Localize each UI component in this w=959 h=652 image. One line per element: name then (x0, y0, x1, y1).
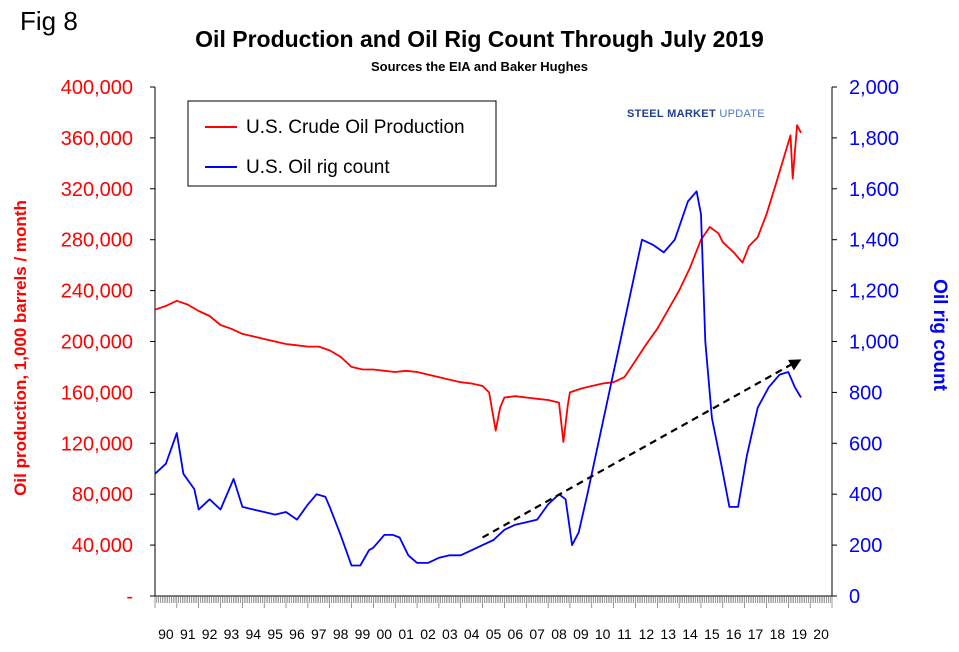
x-tick-label: 90 (158, 626, 174, 642)
y-right-tick-label: 200 (849, 535, 882, 557)
legend: U.S. Crude Oil Production U.S. Oil rig c… (187, 100, 497, 187)
x-tick-label: 14 (682, 626, 698, 642)
y-right-tick-label: 1,400 (849, 230, 899, 252)
y-left-tick-label: 400,000 (61, 77, 133, 99)
y-axis-left-label: Oil production, 1,000 barrels / month (11, 200, 30, 496)
x-tick-label: 18 (770, 626, 786, 642)
x-tick-label: 11 (617, 626, 632, 642)
x-tick-label: 92 (202, 626, 218, 642)
x-tick-label: 98 (333, 626, 349, 642)
series-line-rigs (154, 190, 802, 567)
x-tick-label: 12 (639, 626, 655, 642)
x-tick-label: 97 (311, 626, 327, 642)
y-left-tick-label: 160,000 (61, 382, 133, 404)
x-tick-label: 03 (442, 626, 458, 642)
figure-label: Fig 8 (20, 6, 78, 36)
x-tick-label: 91 (180, 626, 196, 642)
x-tick-label: 15 (704, 626, 720, 642)
axes-group: - 40,000 80,000 120,000 160,000 200,000 240,00… (61, 77, 899, 642)
chart-title: Oil Production and Oil Rig Count Through… (195, 26, 764, 52)
x-tick-label: 13 (660, 626, 676, 642)
y-right-tick-label: 1,600 (849, 179, 899, 201)
y-left-tick-label: 120,000 (61, 433, 133, 455)
x-tick-label: 16 (726, 626, 742, 642)
chart-subtitle: Sources the EIA and Baker Hughes (371, 59, 588, 74)
x-tick-label: 95 (267, 626, 283, 642)
x-tick-label: 02 (420, 626, 436, 642)
y-left-tick-label: 200,000 (61, 332, 133, 354)
x-tick-label: 99 (355, 626, 371, 642)
x-tick-label: 08 (551, 626, 567, 642)
brand-bold: STEEL MARKET (627, 108, 716, 120)
y-right-tick-label: 0 (849, 586, 860, 608)
legend-label-rigs: U.S. Oil rig count (246, 157, 390, 178)
brand-light: UPDATE (719, 108, 765, 120)
y-right-tick-label: 800 (849, 382, 882, 404)
y-right-tick-label: 2,000 (849, 77, 899, 99)
y-left-tick-label: 360,000 (61, 128, 133, 150)
x-tick-label: 04 (464, 626, 480, 642)
y-right-tick-label: 600 (849, 433, 882, 455)
y-right-tick-label: 1,000 (849, 332, 899, 354)
x-tick-label: 09 (573, 626, 589, 642)
x-tick-label: 96 (289, 626, 305, 642)
x-tick-label: 01 (398, 626, 414, 642)
legend-label-production: U.S. Crude Oil Production (246, 117, 465, 138)
trend-line (482, 362, 794, 539)
brand-logo: STEEL MARKET UPDATE (627, 108, 765, 120)
y-left-tick-label: - (126, 586, 133, 608)
y-right-tick-label: 1,800 (849, 128, 899, 150)
x-tick-label: 05 (486, 626, 502, 642)
trend-arrowhead (788, 359, 802, 371)
x-tick-label: 00 (377, 626, 393, 642)
x-tick-label: 06 (508, 626, 524, 642)
legend-box (187, 100, 497, 187)
x-tick-label: 20 (813, 626, 829, 642)
x-tick-label: 17 (748, 626, 764, 642)
y-axis-right-label: Oil rig count (929, 279, 950, 392)
y-left-tick-label: 80,000 (72, 484, 133, 506)
x-tick-label: 94 (245, 626, 261, 642)
y-left-tick-label: 280,000 (61, 230, 133, 252)
x-tick-label: 93 (224, 626, 240, 642)
x-tick-label: 10 (595, 626, 611, 642)
y-left-tick-label: 240,000 (61, 281, 133, 303)
y-right-tick-label: 400 (849, 484, 882, 506)
y-left-tick-label: 320,000 (61, 179, 133, 201)
x-tick-label: 19 (791, 626, 807, 642)
series-layer (154, 124, 802, 567)
y-left-tick-label: 40,000 (72, 535, 133, 557)
x-tick-label: 07 (529, 626, 545, 642)
y-right-tick-label: 1,200 (849, 281, 899, 303)
series-line-production (154, 124, 802, 443)
